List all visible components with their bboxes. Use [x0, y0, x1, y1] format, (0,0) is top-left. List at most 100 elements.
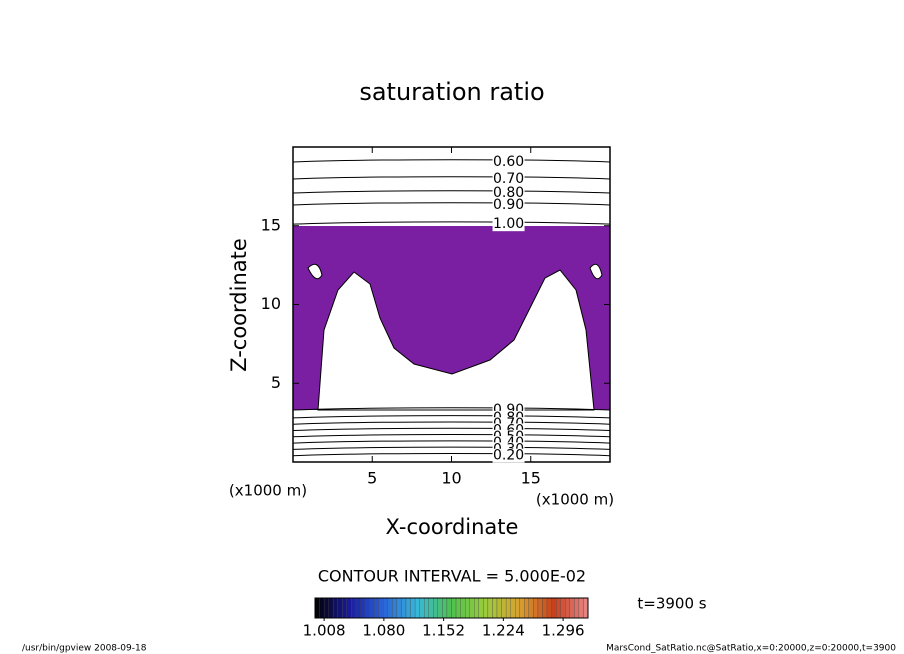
colorbar-stripe [355, 597, 361, 619]
colorbar-stripe [446, 597, 452, 619]
contour-line [292, 159, 611, 163]
colorbar-stripe [360, 597, 366, 619]
colorbar-stripe [524, 597, 529, 619]
y-unit: (x1000 m) [229, 482, 307, 500]
contour-label: 0.20 [493, 448, 524, 464]
footer-right: MarsCond_SatRatio.nc@SatRatio,x=0:20000,… [606, 644, 896, 654]
colorbar-stripe [346, 597, 352, 619]
x-tick-label: 10 [441, 469, 461, 488]
colorbar-stripe [383, 597, 388, 619]
colorbar-stripe [333, 597, 338, 619]
colorbar-stripe [351, 597, 357, 619]
contour-label: 0.90 [493, 197, 524, 213]
colorbar-stripe [314, 597, 320, 619]
chart-title: saturation ratio [359, 78, 544, 106]
colorbar-stripe [419, 597, 425, 619]
colorbar-stripe [396, 597, 402, 619]
contour-line [292, 202, 611, 206]
footer-left: /usr/bin/gpview 2008-09-18 [22, 644, 147, 654]
colorbar-stripe [546, 597, 552, 619]
contour-line [292, 452, 611, 457]
contour-label-bg [492, 197, 525, 212]
colorbar-stripe [442, 597, 448, 619]
contour-label-bg [492, 448, 525, 463]
contour-label-bg [492, 185, 525, 200]
colorbar-stripe [337, 597, 343, 619]
colorbar-tick-label: 1.080 [362, 622, 405, 640]
contour-interval: CONTOUR INTERVAL = 5.000E-02 [318, 567, 586, 586]
colorbar-stripe [410, 597, 416, 619]
colorbar-tick-label: 1.296 [542, 622, 585, 640]
contour-line [292, 176, 611, 180]
colorbar-stripe [328, 597, 334, 619]
colorbar-stripe [569, 597, 575, 619]
contour-label: 0.60 [493, 154, 524, 170]
y-tick-label: 10 [261, 294, 281, 313]
subsaturated-spot [307, 263, 603, 280]
colorbar-stripe [574, 597, 580, 619]
time-label: t=3900 s [637, 595, 706, 613]
x-axis-title: X-coordinate [386, 515, 519, 539]
contour-line [292, 427, 611, 431]
colorbar-stripe [542, 597, 548, 619]
colorbar-stripe [424, 597, 429, 619]
colorbar-stripe [451, 597, 457, 619]
colorbar-stripe [455, 597, 461, 619]
subsaturated-plumes [317, 269, 595, 411]
contour-line [292, 407, 611, 411]
contour-label-bg [492, 217, 525, 232]
colorbar-stripe [342, 597, 347, 619]
colorbar-stripe [533, 597, 539, 619]
colorbar-stripe [478, 597, 484, 619]
y-tick-label: 15 [261, 215, 281, 234]
colorbar-stripe [496, 597, 502, 619]
colorbar-stripe [373, 597, 379, 619]
colorbar-stripe [560, 597, 566, 619]
contour-line [292, 446, 611, 450]
colorbar-stripe [405, 597, 411, 619]
colorbar-stripe [519, 597, 525, 619]
contour-line [292, 421, 611, 425]
colorbar-stripe [505, 597, 511, 619]
contour-line [292, 221, 611, 225]
plot-area [293, 226, 610, 411]
colorbar-tick-label: 1.008 [303, 622, 346, 640]
contour-label-bg [492, 154, 525, 169]
colorbar-stripe [551, 597, 557, 619]
x-tick-label: 5 [367, 469, 377, 488]
contour-line [292, 440, 611, 444]
colorbar-stripe [414, 597, 420, 619]
contour-label-bg [492, 171, 525, 186]
colorbar-stripe [364, 597, 370, 619]
colorbar-stripe [392, 597, 398, 619]
x-unit: (x1000 m) [536, 491, 614, 509]
colorbar-stripe [510, 597, 516, 619]
colorbar-stripe [501, 597, 507, 619]
colorbar-stripe [378, 597, 384, 619]
colorbar-stripe [515, 597, 520, 619]
colorbar-stripe [483, 597, 489, 619]
contour-line [292, 415, 611, 419]
colorbar-stripe [464, 597, 470, 619]
colorbar-stripe [460, 597, 466, 619]
colorbar-stripe [578, 597, 584, 619]
colorbar-stripe [437, 597, 443, 619]
y-axis-title: Z-coordinate [227, 238, 251, 372]
colorbar-stripe [487, 597, 493, 619]
contour-label: 1.00 [493, 216, 524, 232]
x-tick-label: 15 [521, 469, 541, 488]
colorbar-stripe [556, 597, 561, 619]
colorbar-stripe [492, 597, 498, 619]
colorbar-stripe [583, 597, 589, 619]
colorbar-stripe [428, 597, 434, 619]
colorbar-tick-label: 1.224 [482, 622, 525, 640]
colorbar-stripe [369, 597, 375, 619]
colorbar-stripe [401, 597, 407, 619]
colorbar-stripe [474, 597, 479, 619]
colorbar-stripe [528, 597, 534, 619]
colorbar-tick-label: 1.152 [422, 622, 465, 640]
contour-line [292, 434, 611, 438]
colorbar: 1.008 1.080 1.152 1.224 1.296 [303, 597, 589, 640]
